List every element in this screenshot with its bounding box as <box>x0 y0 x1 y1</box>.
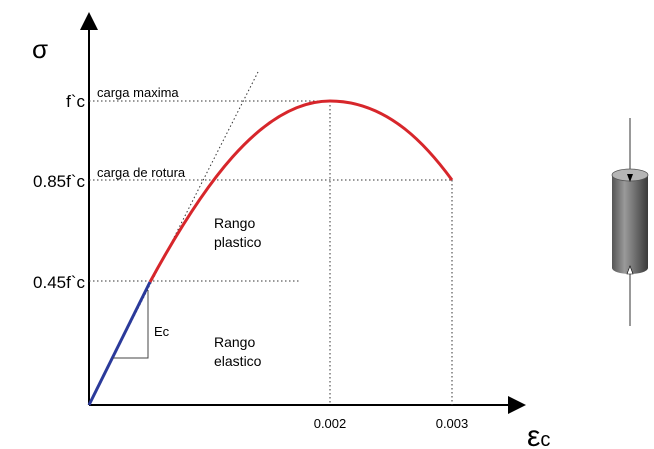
y-tick-label: f`c <box>66 92 85 111</box>
x-tick-label: 0.003 <box>436 416 469 431</box>
y-tick-label: 0.45f`c <box>33 273 85 292</box>
specimen <box>612 118 648 326</box>
plastic-curve <box>150 101 452 282</box>
region-label: elastico <box>214 353 262 369</box>
y-tick-label: 0.85f`c <box>33 172 85 191</box>
annotation: carga de rotura <box>97 165 186 180</box>
x-axis-arrow <box>508 396 526 414</box>
y-axis-label: σ <box>32 34 48 64</box>
x-axis-symbol: ε <box>527 420 540 449</box>
diagram: σ εc f`c 0.85f`c 0.45f`c 0.002 0.003 car… <box>0 0 654 449</box>
elastic-curve <box>89 282 150 405</box>
region-label: Rango <box>214 334 255 350</box>
x-axis-subscript: c <box>540 429 550 449</box>
region-label: plastico <box>214 234 262 250</box>
annotation: Ec <box>154 324 170 339</box>
region-label: Rango <box>214 215 255 231</box>
annotation: carga maxima <box>97 85 179 100</box>
y-axis-arrow <box>80 12 98 30</box>
x-axis-label: εc <box>527 420 550 449</box>
x-tick-label: 0.002 <box>314 416 347 431</box>
